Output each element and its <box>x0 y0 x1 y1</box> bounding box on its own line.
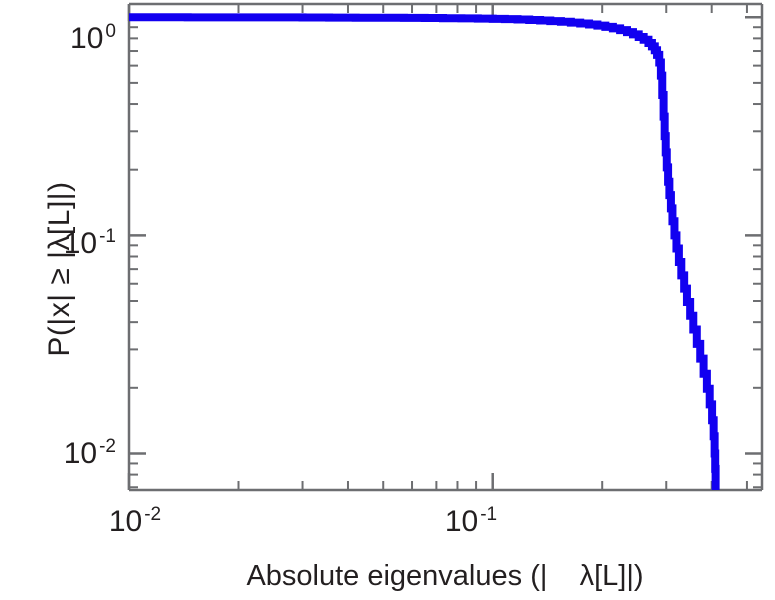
ytick-label-10-minus-1: 10 -1 <box>63 226 116 260</box>
ytick-label-10-0: 10 0 <box>70 21 116 55</box>
xtick-label-10-minus-2: 10 -2 <box>108 504 162 538</box>
axis-frame <box>127 2 764 492</box>
ytick-label-10-minus-2: 10 -2 <box>63 436 116 470</box>
data-series-ccdf <box>129 13 720 490</box>
xtick-label-10-minus-1: 10 -1 <box>444 504 498 538</box>
axis-ticks <box>127 4 762 490</box>
